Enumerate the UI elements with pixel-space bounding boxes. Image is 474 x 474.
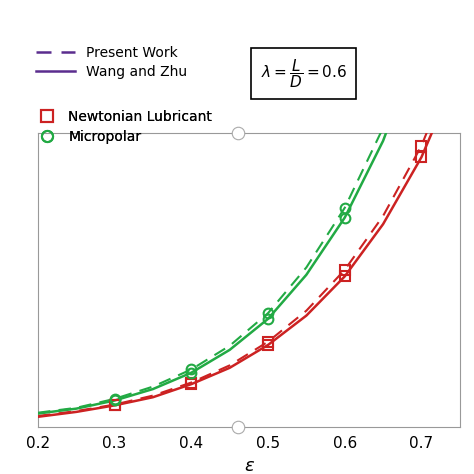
Text: $\lambda = \dfrac{L}{D} = 0.6$: $\lambda = \dfrac{L}{D} = 0.6$ [261,57,347,91]
X-axis label: ε: ε [244,457,254,474]
Legend: Newtonian Lubricant, Micropolar: Newtonian Lubricant, Micropolar [36,110,212,144]
